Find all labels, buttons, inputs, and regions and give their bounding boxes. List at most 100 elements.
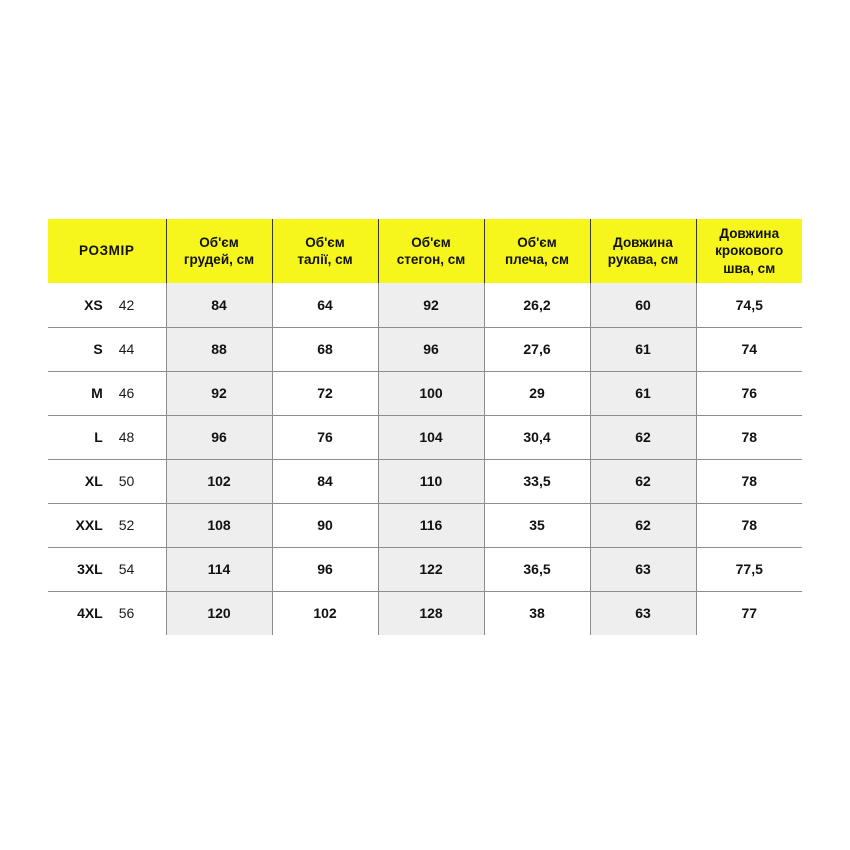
cell-shoulder: 27,6: [484, 326, 591, 371]
size-chart-table: РОЗМІР Об'єм грудей, см Об'єм талії, см Об…: [48, 219, 802, 635]
cell-hips: 116: [378, 502, 485, 547]
table-row: XL 50 102 84 110 33,5 62 78: [48, 458, 802, 503]
cell-size: L 48: [48, 414, 167, 459]
cell-size: XXL 52: [48, 502, 167, 547]
cell-waist: 76: [272, 414, 379, 459]
cell-waist: 102: [272, 590, 379, 635]
size-number-label: 44: [118, 341, 135, 357]
cell-sleeve: 63: [590, 546, 697, 591]
size-cell-inner: XS 42: [48, 297, 166, 313]
cell-size: S 44: [48, 326, 167, 371]
size-letter-label: XXL: [75, 517, 103, 533]
cell-hips: 128: [378, 590, 485, 635]
size-cell-inner: XL 50: [48, 473, 166, 489]
table-body: XS 42 84 64 92 26,2 60 74,5 S 44 88 68 96 27,6 61 74 M 46…: [48, 283, 802, 635]
size-cell-inner: XXL 52: [48, 517, 166, 533]
cell-shoulder: 36,5: [484, 546, 591, 591]
cell-sleeve: 62: [590, 414, 697, 459]
size-cell-inner: 4XL 56: [48, 605, 166, 621]
column-header-inseam: Довжина крокового шва, см: [696, 219, 802, 283]
cell-inseam: 76: [696, 370, 802, 415]
size-chart-container: РОЗМІР Об'єм грудей, см Об'єм талії, см Об…: [48, 219, 802, 635]
cell-waist: 68: [272, 326, 379, 371]
column-header-hips: Об'єм стегон, см: [378, 219, 485, 283]
cell-inseam: 78: [696, 502, 802, 547]
cell-hips: 100: [378, 370, 485, 415]
cell-inseam: 78: [696, 458, 802, 503]
cell-hips: 122: [378, 546, 485, 591]
cell-shoulder: 33,5: [484, 458, 591, 503]
size-letter-label: 4XL: [77, 605, 103, 622]
size-letter-label: 3XL: [77, 561, 103, 577]
cell-waist: 90: [272, 502, 379, 547]
cell-size: XS 42: [48, 283, 167, 327]
cell-sleeve: 60: [590, 283, 697, 327]
cell-waist: 72: [272, 370, 379, 415]
cell-sleeve: 63: [590, 590, 697, 635]
size-number-label: 42: [118, 296, 135, 313]
cell-chest: 102: [166, 458, 273, 503]
size-letter-label: L: [94, 429, 103, 445]
cell-shoulder: 26,2: [484, 283, 591, 327]
table-row: 3XL 54 114 96 122 36,5 63 77,5: [48, 546, 802, 591]
size-cell-inner: S 44: [48, 341, 166, 357]
table-row: XXL 52 108 90 116 35 62 78: [48, 502, 802, 547]
cell-sleeve: 62: [590, 458, 697, 503]
cell-chest: 96: [166, 414, 273, 459]
column-header-sleeve: Довжина рукава, см: [590, 219, 697, 283]
cell-waist: 96: [272, 546, 379, 591]
cell-waist: 84: [272, 458, 379, 503]
table-row: XS 42 84 64 92 26,2 60 74,5: [48, 283, 802, 327]
cell-chest: 92: [166, 370, 273, 415]
cell-shoulder: 29: [484, 370, 591, 415]
cell-inseam: 77,5: [696, 546, 802, 591]
cell-sleeve: 61: [590, 326, 697, 371]
table-row: S 44 88 68 96 27,6 61 74: [48, 326, 802, 371]
header-row: РОЗМІР Об'єм грудей, см Об'єм талії, см Об…: [48, 219, 802, 283]
cell-shoulder: 35: [484, 502, 591, 547]
cell-shoulder: 30,4: [484, 414, 591, 459]
cell-inseam: 77: [696, 590, 802, 635]
size-letter-label: XL: [84, 473, 103, 489]
cell-size: M 46: [48, 370, 167, 415]
cell-waist: 64: [272, 283, 379, 327]
column-header-chest: Об'єм грудей, см: [166, 219, 273, 283]
table-row: M 46 92 72 100 29 61 76: [48, 370, 802, 415]
cell-chest: 88: [166, 326, 273, 371]
cell-size: XL 50: [48, 458, 167, 503]
size-number-label: 48: [118, 429, 135, 445]
cell-hips: 110: [378, 458, 485, 503]
size-number-label: 56: [118, 605, 135, 622]
cell-shoulder: 38: [484, 590, 591, 635]
size-letter-label: S: [93, 341, 103, 357]
size-letter-label: M: [91, 385, 103, 401]
size-number-label: 54: [118, 561, 135, 577]
cell-inseam: 74: [696, 326, 802, 371]
cell-chest: 84: [166, 283, 273, 327]
size-cell-inner: L 48: [48, 429, 166, 445]
cell-chest: 108: [166, 502, 273, 547]
cell-inseam: 74,5: [696, 283, 802, 327]
cell-sleeve: 62: [590, 502, 697, 547]
cell-size: 4XL 56: [48, 590, 167, 635]
column-header-waist: Об'єм талії, см: [272, 219, 379, 283]
cell-inseam: 78: [696, 414, 802, 459]
table-row: 4XL 56 120 102 128 38 63 77: [48, 590, 802, 635]
cell-size: 3XL 54: [48, 546, 167, 591]
column-header-size: РОЗМІР: [48, 219, 167, 283]
cell-sleeve: 61: [590, 370, 697, 415]
column-header-shoulder: Об'єм плеча, см: [484, 219, 591, 283]
size-number-label: 52: [118, 517, 135, 533]
cell-hips: 104: [378, 414, 485, 459]
cell-chest: 114: [166, 546, 273, 591]
size-number-label: 46: [118, 385, 135, 401]
size-cell-inner: M 46: [48, 385, 166, 401]
cell-hips: 92: [378, 283, 485, 327]
cell-hips: 96: [378, 326, 485, 371]
size-letter-label: XS: [84, 296, 103, 313]
table-header: РОЗМІР Об'єм грудей, см Об'єм талії, см Об…: [48, 219, 802, 283]
cell-chest: 120: [166, 590, 273, 635]
size-number-label: 50: [118, 473, 135, 489]
size-cell-inner: 3XL 54: [48, 561, 166, 577]
